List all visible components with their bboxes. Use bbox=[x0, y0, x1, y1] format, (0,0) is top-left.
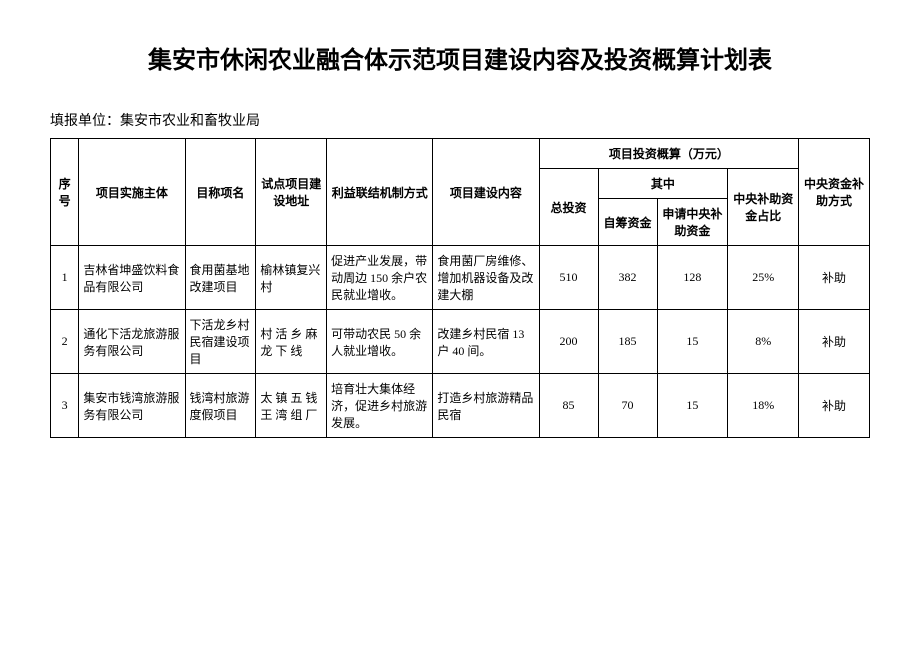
cell-self: 185 bbox=[598, 310, 657, 374]
cell-apply: 15 bbox=[657, 310, 728, 374]
cell-ratio: 25% bbox=[728, 246, 799, 310]
cell-apply: 128 bbox=[657, 246, 728, 310]
cell-benefit: 促进产业发展，带动周边 150 余户农民就业增收。 bbox=[327, 246, 433, 310]
cell-entity: 集安市钱湾旅游服务有限公司 bbox=[79, 374, 185, 438]
cell-addr: 太 镇 五 钱 王 湾 组 厂 bbox=[256, 374, 327, 438]
header-ratio: 中央补助资金占比 bbox=[728, 169, 799, 246]
header-invest-group: 项目投资概算（万元） bbox=[539, 139, 799, 169]
table-row: 1 吉林省坤盛饮料食品有限公司 食用菌基地改建项目 榆林镇复兴村 促进产业发展，… bbox=[51, 246, 870, 310]
header-benefit: 利益联结机制方式 bbox=[327, 139, 433, 246]
subtitle-value: 集安市农业和畜牧业局 bbox=[120, 114, 260, 129]
cell-content: 改建乡村民宿 13 户 40 间。 bbox=[433, 310, 539, 374]
cell-content: 打造乡村旅游精品民宿 bbox=[433, 374, 539, 438]
cell-seq: 3 bbox=[51, 374, 79, 438]
subtitle-label: 填报单位： bbox=[50, 114, 120, 129]
cell-projname: 钱湾村旅游度假项目 bbox=[185, 374, 256, 438]
header-apply: 申请中央补助资金 bbox=[657, 199, 728, 246]
header-content: 项目建设内容 bbox=[433, 139, 539, 246]
header-entity: 项目实施主体 bbox=[79, 139, 185, 246]
cell-method: 补助 bbox=[799, 310, 870, 374]
cell-entity: 通化下活龙旅游服务有限公司 bbox=[79, 310, 185, 374]
cell-total: 85 bbox=[539, 374, 598, 438]
table-row: 3 集安市钱湾旅游服务有限公司 钱湾村旅游度假项目 太 镇 五 钱 王 湾 组 … bbox=[51, 374, 870, 438]
cell-total: 200 bbox=[539, 310, 598, 374]
cell-apply: 15 bbox=[657, 374, 728, 438]
header-self: 自筹资金 bbox=[598, 199, 657, 246]
cell-method: 补助 bbox=[799, 246, 870, 310]
header-seq: 序号 bbox=[51, 139, 79, 246]
cell-ratio: 18% bbox=[728, 374, 799, 438]
header-method: 中央资金补助方式 bbox=[799, 139, 870, 246]
cell-benefit: 培育壮大集体经济，促进乡村旅游发展。 bbox=[327, 374, 433, 438]
cell-addr: 榆林镇复兴村 bbox=[256, 246, 327, 310]
investment-table: 序号 项目实施主体 目称项名 试点项目建设地址 利益联结机制方式 项目建设内容 … bbox=[50, 138, 870, 438]
cell-method: 补助 bbox=[799, 374, 870, 438]
cell-entity: 吉林省坤盛饮料食品有限公司 bbox=[79, 246, 185, 310]
header-addr: 试点项目建设地址 bbox=[256, 139, 327, 246]
header-row-1: 序号 项目实施主体 目称项名 试点项目建设地址 利益联结机制方式 项目建设内容 … bbox=[51, 139, 870, 169]
header-within: 其中 bbox=[598, 169, 728, 199]
cell-seq: 1 bbox=[51, 246, 79, 310]
cell-self: 382 bbox=[598, 246, 657, 310]
header-total: 总投资 bbox=[539, 169, 598, 246]
reporting-unit: 填报单位：集安市农业和畜牧业局 bbox=[50, 110, 870, 130]
document-title: 集安市休闲农业融合体示范项目建设内容及投资概算计划表 bbox=[50, 40, 870, 75]
cell-self: 70 bbox=[598, 374, 657, 438]
cell-seq: 2 bbox=[51, 310, 79, 374]
cell-ratio: 8% bbox=[728, 310, 799, 374]
cell-total: 510 bbox=[539, 246, 598, 310]
cell-benefit: 可带动农民 50 余人就业增收。 bbox=[327, 310, 433, 374]
table-row: 2 通化下活龙旅游服务有限公司 下活龙乡村民宿建设项目 村 活 乡 麻 龙 下 … bbox=[51, 310, 870, 374]
cell-projname: 下活龙乡村民宿建设项目 bbox=[185, 310, 256, 374]
cell-projname: 食用菌基地改建项目 bbox=[185, 246, 256, 310]
header-projname: 目称项名 bbox=[185, 139, 256, 246]
cell-addr: 村 活 乡 麻 龙 下 线 bbox=[256, 310, 327, 374]
cell-content: 食用菌厂房维修、增加机器设备及改建大棚 bbox=[433, 246, 539, 310]
